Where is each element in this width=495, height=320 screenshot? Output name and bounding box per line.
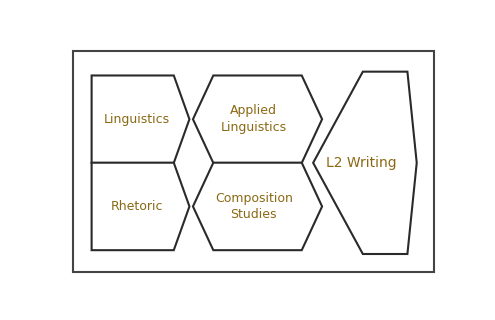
Polygon shape [193,163,322,250]
Text: Rhetoric: Rhetoric [110,200,163,213]
Text: Composition
Studies: Composition Studies [215,192,293,221]
Text: Applied
Linguistics: Applied Linguistics [221,104,287,134]
Polygon shape [92,76,190,163]
Text: L2 Writing: L2 Writing [326,156,396,170]
Text: Linguistics: Linguistics [103,113,170,126]
Polygon shape [92,163,190,250]
Polygon shape [313,72,417,254]
Polygon shape [193,76,322,163]
